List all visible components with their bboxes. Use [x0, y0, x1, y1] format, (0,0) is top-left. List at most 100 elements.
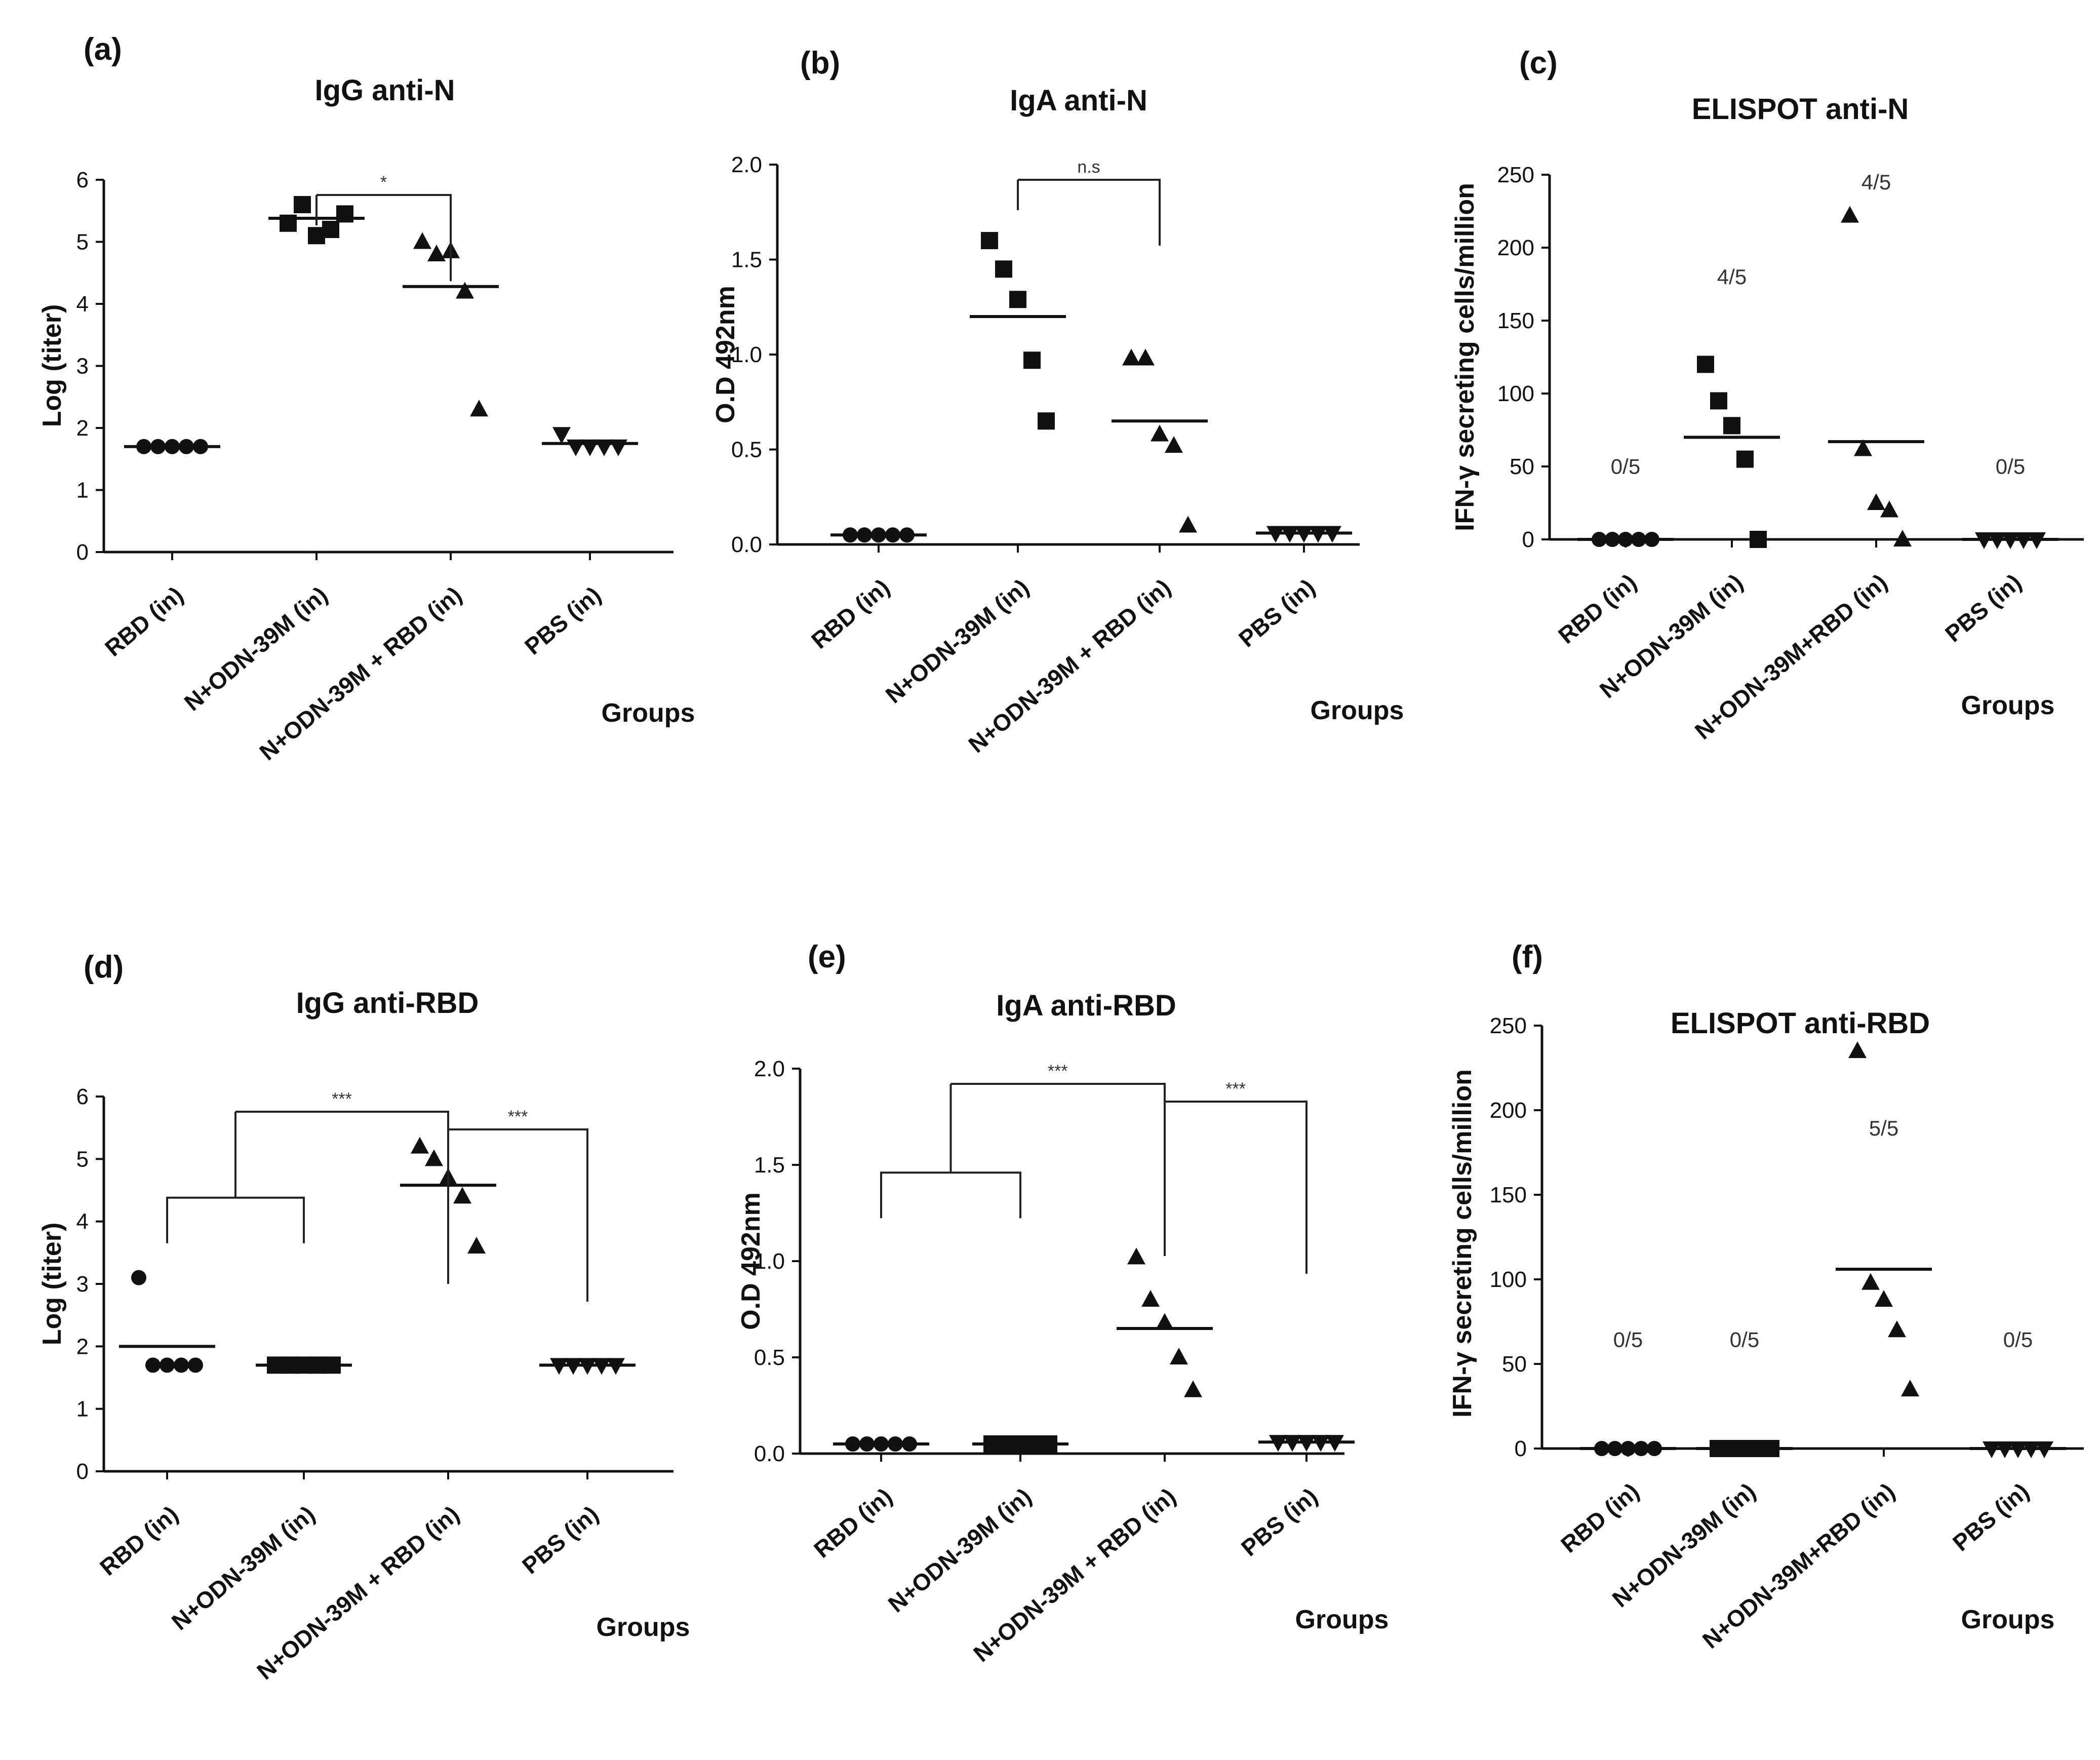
data-point [160, 1357, 175, 1373]
significance-bracket: *** [1164, 1079, 1307, 1274]
x-axis-label: Groups [1961, 691, 2055, 720]
data-point [1023, 351, 1041, 369]
y-tick-label: 2.0 [731, 152, 762, 177]
y-tick-label: 3 [76, 1272, 89, 1297]
series-3 [539, 1358, 636, 1375]
series-0 [119, 1270, 215, 1373]
y-tick-label: 50 [1502, 1352, 1527, 1377]
y-axis-label: Log (titer) [37, 1223, 67, 1346]
data-point [1867, 493, 1885, 510]
category-label: N+ODN-39M (in) [883, 1483, 1037, 1618]
chart-title: ELISPOT anti-RBD [1671, 1007, 1930, 1040]
series-0 [124, 439, 220, 454]
y-tick-label: 2.0 [754, 1057, 785, 1081]
x-axis-label: Groups [1311, 696, 1404, 725]
y-tick-label: 0 [76, 540, 89, 565]
y-tick-label: 1 [76, 478, 89, 503]
y-tick-label: 1.5 [754, 1153, 785, 1178]
data-point [1854, 439, 1872, 456]
y-tick-label: 150 [1497, 308, 1534, 333]
y-tick-label: 4 [76, 1209, 89, 1234]
series-2 [1828, 206, 1924, 546]
series-3 [1256, 526, 1352, 543]
category-label: RBD (in) [809, 1483, 897, 1563]
panel-label: (c) [1519, 46, 1558, 81]
series-0 [833, 1436, 929, 1452]
category-label: RBD (in) [1553, 569, 1641, 649]
data-point [1736, 450, 1754, 468]
category-label: RBD (in) [1556, 1478, 1644, 1558]
y-tick-label: 1 [76, 1397, 89, 1422]
data-point [131, 1270, 146, 1285]
category-label: PBS (in) [1940, 569, 2026, 647]
significance-bracket: *** [447, 1107, 588, 1302]
series-3 [1962, 532, 2058, 549]
data-point [1179, 516, 1197, 533]
category-label: RBD (in) [95, 1501, 183, 1581]
bracket-line [448, 1128, 588, 1302]
series-2 [1112, 348, 1208, 533]
responder-ratio: 4/5 [1861, 170, 1891, 194]
series-3 [1258, 1435, 1355, 1452]
data-point [552, 427, 571, 444]
bracket-line [235, 1111, 449, 1284]
data-point [995, 260, 1012, 278]
data-point [1880, 500, 1898, 518]
data-point [294, 196, 311, 213]
x-axis-label: Groups [1295, 1605, 1389, 1634]
significance-label: n.s [1077, 158, 1100, 177]
data-point [413, 232, 431, 249]
chart-panel-1: (b) IgA anti-N 0.0 0.5 1.0 1.5 2.0 O.D 492nm Gro… [711, 46, 1404, 758]
y-tick-label: 5 [76, 230, 89, 255]
chart-title: ELISPOT anti-N [1692, 93, 1909, 126]
y-tick-label: 0.5 [731, 438, 762, 462]
category-label: N+ODN-39M (in) [179, 581, 333, 716]
significance-label: *** [508, 1107, 528, 1126]
series-1 [1684, 356, 1780, 548]
series-1 [256, 1356, 352, 1374]
data-point [411, 1137, 429, 1154]
y-tick-label: 0.0 [731, 532, 762, 557]
data-point [453, 1187, 471, 1204]
bracket-line [950, 1083, 1166, 1256]
y-tick-label: 150 [1490, 1183, 1527, 1207]
y-axis-label: O.D 492nm [711, 286, 740, 423]
data-point [1848, 1041, 1867, 1059]
y-axis-label: O.D 492nm [736, 1192, 766, 1330]
chart-title: IgG anti-N [314, 74, 455, 107]
chart-panel-2: (c) ELISPOT anti-N 0 50 100 150 200 250 IFN-γ se… [1450, 46, 2084, 745]
data-point [470, 400, 488, 417]
y-tick-label: 0.0 [754, 1441, 785, 1466]
y-tick-label: 0.5 [754, 1345, 785, 1370]
data-point [1875, 1290, 1893, 1307]
y-tick-label: 2 [76, 416, 89, 441]
y-tick-label: 1.5 [731, 248, 762, 272]
data-point [1723, 417, 1740, 435]
data-point [427, 245, 446, 261]
series-0 [830, 527, 927, 543]
significance-label: *** [1225, 1079, 1246, 1099]
x-axis-label: Groups [1961, 1605, 2055, 1634]
chart-panel-3: (d) IgG anti-RBD 0 1 2 3 4 5 6 Log (titer) Groups R… [37, 950, 690, 1685]
data-point [1861, 1273, 1880, 1290]
series-2 [1117, 1247, 1213, 1397]
data-point [322, 221, 339, 238]
x-axis-label: Groups [597, 1613, 690, 1642]
significance-label: * [380, 173, 387, 192]
data-point [981, 232, 998, 249]
series-0 [1580, 1441, 1676, 1456]
responder-ratio: 0/5 [2003, 1328, 2033, 1352]
y-tick-label: 2 [76, 1334, 89, 1359]
responder-ratio: 0/5 [1613, 1328, 1643, 1352]
responder-ratio: 4/5 [1717, 265, 1747, 289]
y-tick-label: 1.0 [754, 1249, 785, 1274]
bracket-line [1018, 179, 1161, 246]
data-point [145, 1357, 161, 1373]
category-label: RBD (in) [100, 581, 188, 661]
data-point [1841, 206, 1859, 223]
series-3 [542, 427, 638, 456]
series-2 [403, 232, 499, 417]
data-point [1136, 348, 1155, 366]
responder-ratio: 0/5 [1996, 454, 2025, 478]
